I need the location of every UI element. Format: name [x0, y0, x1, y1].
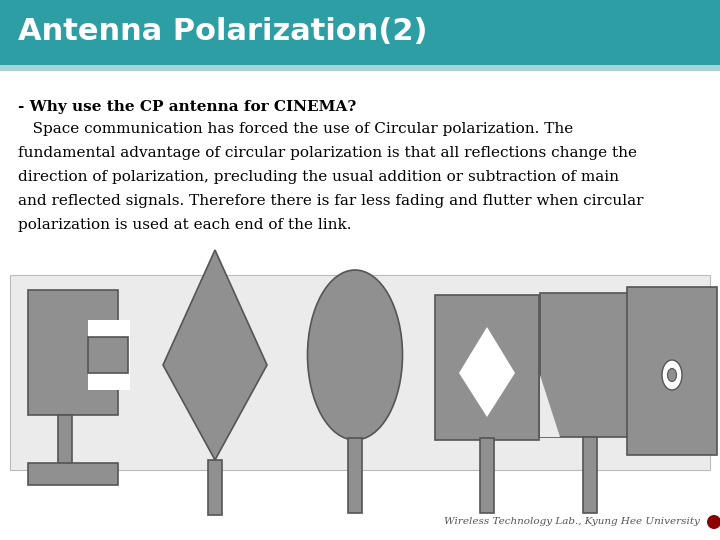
Bar: [480, 438, 494, 513]
Text: Antenna Polarization(2): Antenna Polarization(2): [18, 17, 428, 46]
Polygon shape: [540, 375, 560, 437]
Bar: [583, 437, 597, 513]
Bar: [0, 0, 720, 65]
Bar: [0, 65, 720, 71]
Polygon shape: [163, 250, 267, 460]
Bar: [88, 337, 128, 373]
Text: direction of polarization, precluding the usual addition or subtraction of main: direction of polarization, precluding th…: [18, 170, 619, 184]
Text: Wireless Technology Lab., Kyung Hee University: Wireless Technology Lab., Kyung Hee Univ…: [444, 517, 700, 526]
Bar: [435, 295, 539, 440]
Text: and reflected signals. Therefore there is far less fading and flutter when circu: and reflected signals. Therefore there i…: [18, 194, 644, 208]
Ellipse shape: [662, 360, 682, 390]
Bar: [208, 460, 222, 515]
Text: polarization is used at each end of the link.: polarization is used at each end of the …: [18, 218, 351, 232]
Bar: [28, 463, 118, 485]
Text: fundamental advantage of circular polarization is that all reflections change th: fundamental advantage of circular polari…: [18, 146, 637, 160]
Bar: [0, 71, 720, 540]
Text: - Why use the CP antenna for CINEMA?: - Why use the CP antenna for CINEMA?: [18, 100, 356, 114]
Bar: [88, 320, 130, 390]
Ellipse shape: [707, 515, 720, 529]
Text: Space communication has forced the use of Circular polarization. The: Space communication has forced the use o…: [18, 122, 573, 136]
Bar: [10, 275, 710, 470]
Bar: [28, 290, 118, 415]
Polygon shape: [459, 327, 515, 417]
Bar: [58, 415, 72, 465]
Ellipse shape: [307, 270, 402, 440]
Bar: [348, 438, 362, 513]
Bar: [540, 293, 640, 437]
Bar: [627, 287, 717, 455]
Ellipse shape: [667, 368, 677, 381]
